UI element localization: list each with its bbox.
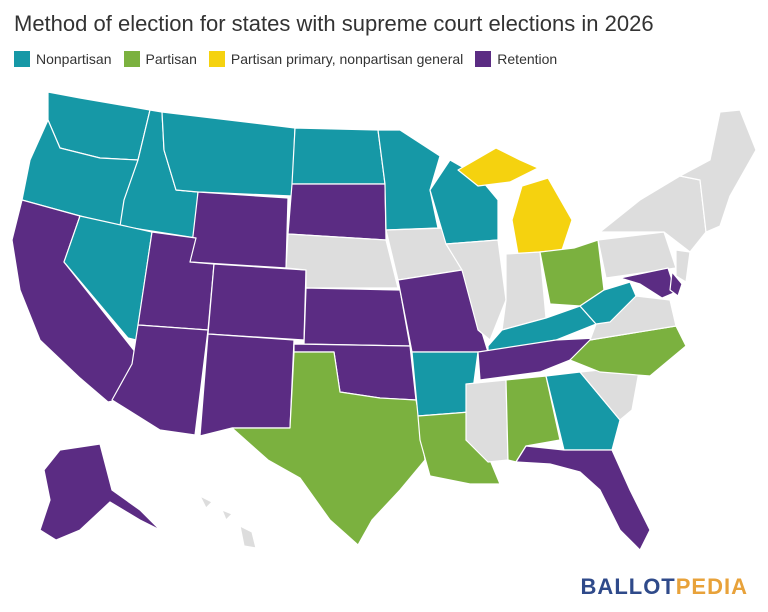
legend-label-hybrid: Partisan primary, nonpartisan general (230, 51, 464, 67)
state-kansas[interactable] (303, 287, 411, 347)
state-michigan-upper[interactable] (457, 147, 539, 187)
state-colorado[interactable] (207, 263, 307, 341)
legend-label-partisan: Partisan (145, 51, 197, 67)
state-south-dakota[interactable] (287, 183, 387, 241)
state-montana[interactable] (161, 111, 296, 197)
state-michigan-lower[interactable] (511, 177, 573, 255)
state-wyoming[interactable] (189, 191, 289, 269)
state-alaska[interactable] (39, 443, 161, 541)
legend-swatch-hybrid (208, 51, 225, 67)
legend-swatch-nonpartisan (14, 51, 30, 67)
state-mississippi[interactable] (465, 379, 509, 463)
legend-item-hybrid: Partisan primary, nonpartisan general (208, 51, 464, 67)
legend-swatch-partisan (123, 51, 140, 67)
legend-label-nonpartisan: Nonpartisan (36, 51, 112, 67)
state-new-mexico[interactable] (199, 333, 295, 437)
state-new-jersey[interactable] (675, 249, 691, 283)
state-west-virginia[interactable] (579, 281, 637, 325)
us-map (11, 91, 757, 551)
legend-item-nonpartisan: Nonpartisan (14, 51, 112, 67)
state-new-england[interactable] (679, 109, 757, 233)
legend: Nonpartisan Partisan Partisan primary, n… (14, 51, 569, 67)
state-illinois[interactable] (445, 239, 507, 341)
ballotpedia-logo[interactable]: BALLOTPEDIA (581, 574, 748, 600)
state-florida[interactable] (515, 445, 651, 551)
state-texas[interactable] (231, 351, 426, 546)
legend-label-retention: Retention (497, 51, 558, 67)
state-maryland[interactable] (619, 267, 677, 299)
state-nevada[interactable] (63, 215, 153, 341)
legend-item-retention: Retention (475, 51, 557, 67)
states (11, 91, 757, 551)
state-indiana[interactable] (501, 251, 547, 331)
state-georgia[interactable] (545, 371, 621, 451)
legend-swatch-retention (475, 51, 492, 67)
state-delaware[interactable] (669, 271, 683, 297)
state-hawaii[interactable] (199, 495, 257, 549)
legend-item-partisan: Partisan (123, 51, 197, 67)
brand-part2: PEDIA (675, 574, 748, 599)
state-north-dakota[interactable] (291, 127, 386, 185)
map-title: Method of election for states with supre… (14, 11, 654, 36)
brand-part1: BALLOT (580, 574, 676, 599)
state-minnesota[interactable] (377, 129, 441, 231)
